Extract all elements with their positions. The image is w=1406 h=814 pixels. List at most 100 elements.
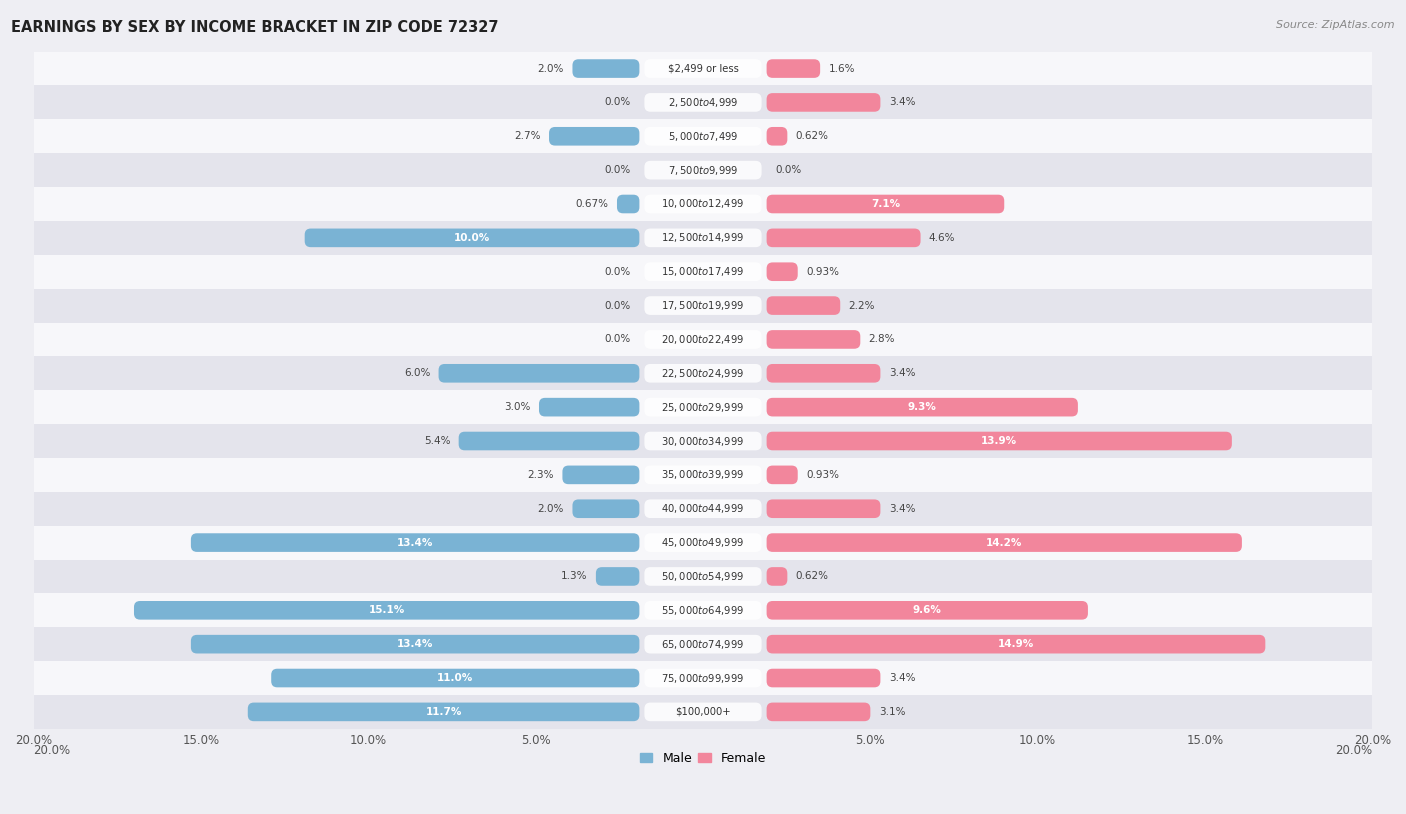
Bar	[34, 357, 1372, 390]
Text: $75,000 to $99,999: $75,000 to $99,999	[661, 672, 745, 685]
FancyBboxPatch shape	[766, 195, 1004, 213]
Text: 13.9%: 13.9%	[981, 436, 1018, 446]
FancyBboxPatch shape	[538, 398, 640, 417]
Bar	[34, 85, 1372, 120]
Text: 5.4%: 5.4%	[423, 436, 450, 446]
FancyBboxPatch shape	[766, 93, 880, 112]
Bar	[34, 51, 1372, 85]
Text: 14.9%: 14.9%	[998, 639, 1033, 650]
FancyBboxPatch shape	[644, 93, 762, 112]
FancyBboxPatch shape	[766, 601, 1088, 619]
Text: 20.0%: 20.0%	[1336, 744, 1372, 757]
FancyBboxPatch shape	[644, 262, 762, 281]
FancyBboxPatch shape	[766, 635, 1265, 654]
Text: 0.0%: 0.0%	[605, 300, 631, 311]
Bar	[34, 187, 1372, 221]
Text: 20.0%: 20.0%	[34, 744, 70, 757]
FancyBboxPatch shape	[305, 229, 640, 247]
Text: $55,000 to $64,999: $55,000 to $64,999	[661, 604, 745, 617]
Bar	[34, 559, 1372, 593]
Text: 3.4%: 3.4%	[889, 673, 915, 683]
Text: EARNINGS BY SEX BY INCOME BRACKET IN ZIP CODE 72327: EARNINGS BY SEX BY INCOME BRACKET IN ZIP…	[11, 20, 499, 35]
Text: $15,000 to $17,499: $15,000 to $17,499	[661, 265, 745, 278]
Text: 3.4%: 3.4%	[889, 504, 915, 514]
Bar	[34, 424, 1372, 458]
Text: 3.4%: 3.4%	[889, 368, 915, 379]
FancyBboxPatch shape	[644, 330, 762, 348]
Text: 2.2%: 2.2%	[849, 300, 875, 311]
Text: 0.0%: 0.0%	[605, 267, 631, 277]
Text: 2.0%: 2.0%	[537, 63, 564, 73]
Text: 0.93%: 0.93%	[806, 267, 839, 277]
FancyBboxPatch shape	[766, 296, 841, 315]
Text: $7,500 to $9,999: $7,500 to $9,999	[668, 164, 738, 177]
FancyBboxPatch shape	[644, 669, 762, 687]
FancyBboxPatch shape	[134, 601, 640, 619]
Text: $30,000 to $34,999: $30,000 to $34,999	[661, 435, 745, 448]
Text: 15.1%: 15.1%	[368, 606, 405, 615]
Text: 3.0%: 3.0%	[505, 402, 530, 412]
Text: 3.1%: 3.1%	[879, 707, 905, 717]
Text: 2.0%: 2.0%	[537, 504, 564, 514]
FancyBboxPatch shape	[766, 127, 787, 146]
Text: 0.93%: 0.93%	[806, 470, 839, 480]
FancyBboxPatch shape	[766, 364, 880, 383]
Text: $65,000 to $74,999: $65,000 to $74,999	[661, 637, 745, 650]
Text: $20,000 to $22,499: $20,000 to $22,499	[661, 333, 745, 346]
FancyBboxPatch shape	[644, 127, 762, 146]
Bar	[34, 390, 1372, 424]
Text: Source: ZipAtlas.com: Source: ZipAtlas.com	[1277, 20, 1395, 30]
Text: $5,000 to $7,499: $5,000 to $7,499	[668, 129, 738, 142]
FancyBboxPatch shape	[766, 533, 1241, 552]
Bar	[34, 255, 1372, 289]
Text: 0.62%: 0.62%	[796, 131, 828, 142]
FancyBboxPatch shape	[644, 466, 762, 484]
FancyBboxPatch shape	[191, 533, 640, 552]
Text: $17,500 to $19,999: $17,500 to $19,999	[661, 299, 745, 312]
FancyBboxPatch shape	[644, 500, 762, 518]
FancyBboxPatch shape	[458, 431, 640, 450]
Text: 7.1%: 7.1%	[870, 199, 900, 209]
Text: 14.2%: 14.2%	[986, 537, 1022, 548]
Text: 6.0%: 6.0%	[404, 368, 430, 379]
Text: 4.6%: 4.6%	[929, 233, 956, 243]
Bar	[34, 593, 1372, 628]
FancyBboxPatch shape	[766, 59, 820, 78]
Text: 9.6%: 9.6%	[912, 606, 942, 615]
Bar	[34, 221, 1372, 255]
Text: 0.0%: 0.0%	[775, 165, 801, 175]
Text: 13.4%: 13.4%	[396, 537, 433, 548]
FancyBboxPatch shape	[766, 702, 870, 721]
FancyBboxPatch shape	[617, 195, 640, 213]
Bar	[34, 458, 1372, 492]
Text: 0.0%: 0.0%	[605, 335, 631, 344]
FancyBboxPatch shape	[439, 364, 640, 383]
Text: 0.0%: 0.0%	[605, 98, 631, 107]
Text: 1.6%: 1.6%	[828, 63, 855, 73]
FancyBboxPatch shape	[191, 635, 640, 654]
Bar	[34, 153, 1372, 187]
Bar	[34, 492, 1372, 526]
Text: 0.67%: 0.67%	[575, 199, 609, 209]
Text: $2,499 or less: $2,499 or less	[668, 63, 738, 73]
FancyBboxPatch shape	[766, 431, 1232, 450]
FancyBboxPatch shape	[766, 466, 797, 484]
Text: $45,000 to $49,999: $45,000 to $49,999	[661, 536, 745, 549]
Text: 10.0%: 10.0%	[454, 233, 491, 243]
Bar	[34, 526, 1372, 559]
Text: $100,000+: $100,000+	[675, 707, 731, 717]
FancyBboxPatch shape	[644, 431, 762, 450]
FancyBboxPatch shape	[644, 702, 762, 721]
FancyBboxPatch shape	[548, 127, 640, 146]
Text: $10,000 to $12,499: $10,000 to $12,499	[661, 198, 745, 211]
FancyBboxPatch shape	[644, 59, 762, 78]
Text: $22,500 to $24,999: $22,500 to $24,999	[661, 367, 745, 380]
Text: 11.7%: 11.7%	[426, 707, 461, 717]
Text: 13.4%: 13.4%	[396, 639, 433, 650]
FancyBboxPatch shape	[644, 567, 762, 586]
Text: 0.62%: 0.62%	[796, 571, 828, 581]
FancyBboxPatch shape	[644, 364, 762, 383]
Text: 11.0%: 11.0%	[437, 673, 474, 683]
FancyBboxPatch shape	[766, 398, 1078, 417]
FancyBboxPatch shape	[271, 669, 640, 687]
